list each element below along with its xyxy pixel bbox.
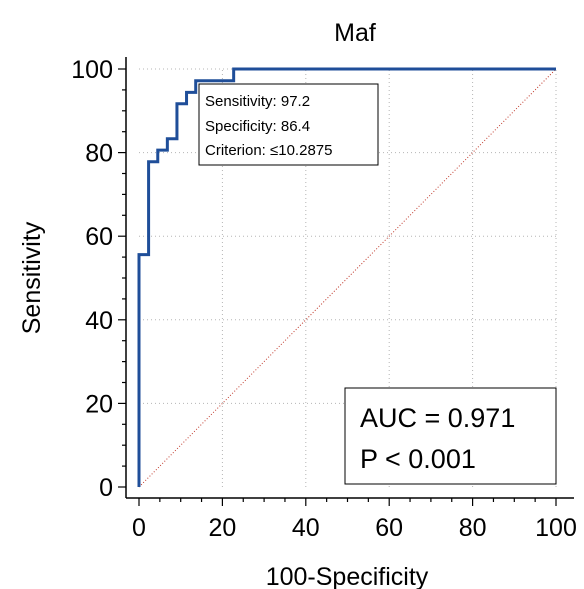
roc-curve [137, 67, 556, 487]
auc-box: AUC = 0.971 P < 0.001 [344, 387, 557, 485]
auc-box-frame [344, 387, 557, 485]
y-tick-label: 0 [99, 474, 113, 502]
x-tick-label: 0 [132, 514, 146, 542]
y-axis-label: Sensitivity [18, 221, 46, 334]
y-ticks: 0 20 40 60 80 100 [71, 56, 126, 502]
x-tick-label: 100 [535, 514, 577, 542]
x-axis-label: 100-Specificity [266, 563, 429, 589]
x-tick-label: 80 [459, 514, 487, 542]
chart-title: Maf [334, 19, 376, 47]
criterion-box: Sensitivity: 97.2 Specificity: 86.4 Crit… [198, 83, 379, 166]
x-tick-label: 20 [208, 514, 236, 542]
criterion-box-frame [198, 83, 379, 166]
criterion-sensitivity: Sensitivity: 97.2 [205, 93, 310, 110]
criterion-specificity: Specificity: 86.4 [205, 118, 310, 135]
y-tick-label: 40 [85, 307, 113, 335]
reference-line [138, 68, 557, 488]
criterion-value: Criterion: ≤10.2875 [205, 142, 332, 159]
y-tick-label: 80 [85, 140, 113, 168]
auc-value: AUC = 0.971 [360, 403, 515, 433]
y-tick-label: 20 [85, 390, 113, 418]
p-value: P < 0.001 [360, 444, 476, 474]
x-ticks: 0 20 40 60 80 100 [132, 498, 577, 542]
y-tick-label: 60 [85, 223, 113, 251]
y-tick-label: 100 [71, 56, 113, 84]
x-tick-label: 60 [375, 514, 403, 542]
x-tick-label: 40 [292, 514, 320, 542]
